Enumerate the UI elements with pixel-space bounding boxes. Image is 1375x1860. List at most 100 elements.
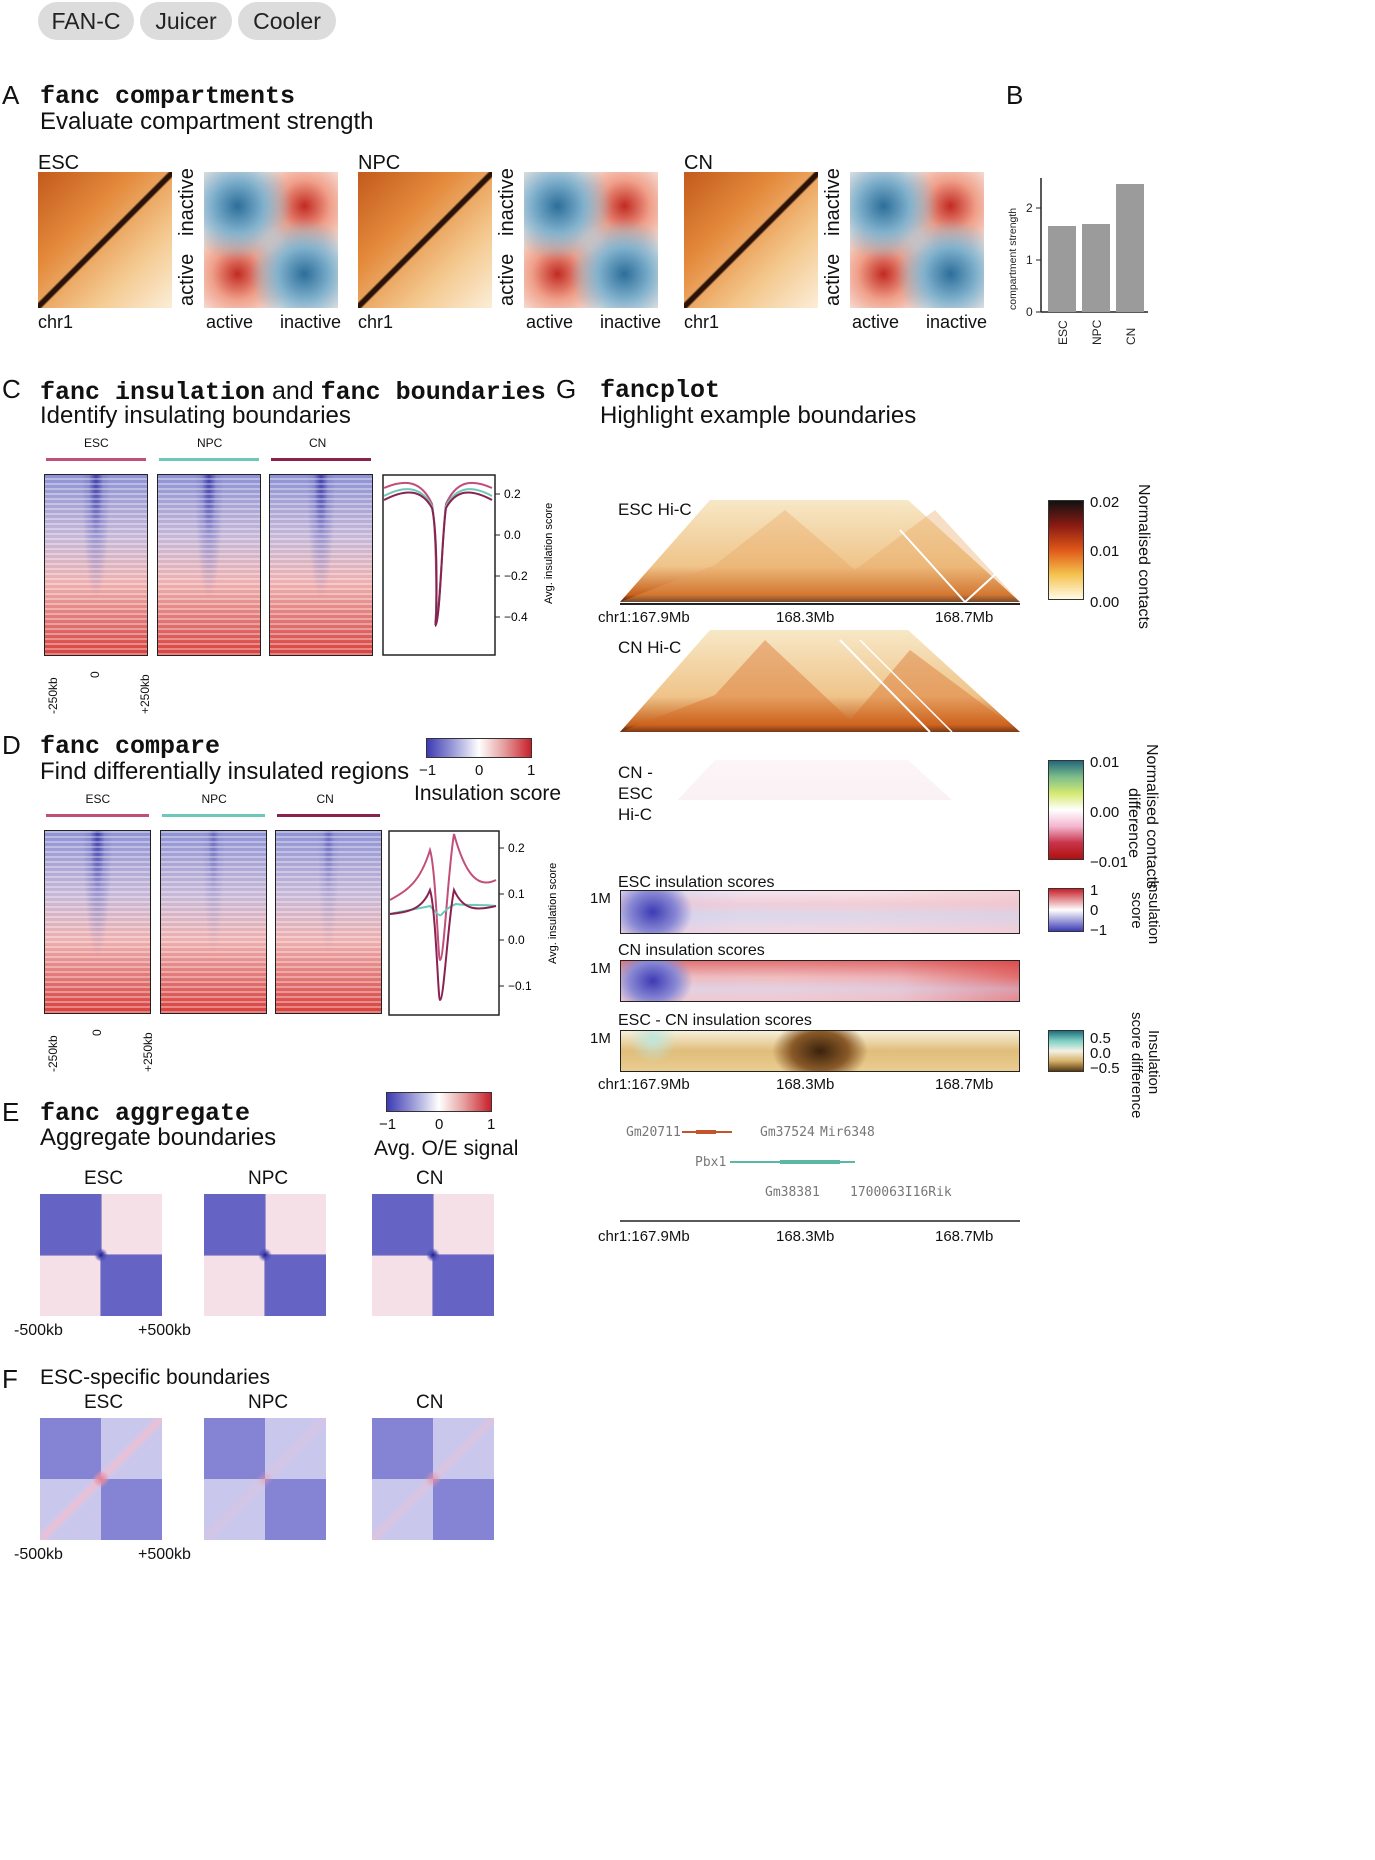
bar-cn <box>1116 184 1144 312</box>
a-chr-label-cn: chr1 <box>684 312 720 332</box>
c-xtick-left: -250kb <box>46 677 60 714</box>
d-cbar-tick-mid: 0 <box>475 762 484 779</box>
diff-hic-triangle <box>677 760 952 800</box>
cb1-label: Normalised contacts <box>1135 484 1152 629</box>
e-cbar-title: Avg. O/E signal <box>374 1137 519 1160</box>
b-xtick-cn: CN <box>1124 328 1138 345</box>
g-xtick-3a: chr1:167.9Mb <box>598 1228 690 1245</box>
a-sample-label-cn: CN <box>684 152 713 174</box>
cb1-tick-bot: 0.00 <box>1090 594 1120 611</box>
g-xtick-3c: 168.7Mb <box>935 1228 994 1245</box>
c-profile-ylabel: Avg. insulation score <box>543 503 555 604</box>
c-profile-ytick-3: −0.4 <box>504 610 528 624</box>
oe-colorbar <box>386 1092 492 1112</box>
e-aggregate-0 <box>40 1194 162 1316</box>
tab-fanc[interactable]: FAN-C <box>38 2 134 40</box>
g-xtick-2b: 168.3Mb <box>776 1076 835 1093</box>
panel-g-subtitle: Highlight example boundaries <box>600 402 917 429</box>
panel-letter-g: G <box>556 374 577 404</box>
d-profile-line-2 <box>389 886 497 1002</box>
oe-heatmap-npc <box>358 172 492 308</box>
a-x-active-esc: active <box>206 312 254 332</box>
insulation-colorbar <box>1048 888 1084 932</box>
g-xtick-1a: chr1:167.9Mb <box>598 609 690 626</box>
c-xtick-mid: 0 <box>88 671 102 678</box>
g-xtick-2c: 168.7Mb <box>935 1076 994 1093</box>
diff-insulation-label: ESC - CN insulation scores <box>618 1012 812 1029</box>
c-sample-bar-1 <box>159 458 259 461</box>
compartment-strength-bar-chart: 2 1 0 compartment strength ESC NPC CN <box>1008 178 1148 345</box>
tab-cooler[interactable]: Cooler <box>238 2 336 40</box>
cb4-tick-bot: −0.5 <box>1090 1060 1120 1077</box>
panel-c-command: fanc insulation and fanc boundaries <box>40 377 546 407</box>
cn-hic-label: CN Hi-C <box>618 638 682 657</box>
cb2-tick-bot: −0.01 <box>1090 854 1128 871</box>
esc-insulation-label: ESC insulation scores <box>618 874 775 891</box>
c-profile-line-1 <box>383 488 493 623</box>
d-stackup-2 <box>275 830 382 1014</box>
panel-letter-c: C <box>2 374 21 404</box>
d-profile-ytick-3: −0.1 <box>508 979 532 993</box>
insulation-diff-colorbar <box>1048 1030 1084 1072</box>
panel-letter-e: E <box>2 1097 20 1127</box>
c-sample-label-2: CN <box>309 436 327 450</box>
c-stackup-2 <box>269 474 373 656</box>
panel-a-subtitle: Evaluate compartment strength <box>40 108 374 135</box>
cb4-label: Insulation score difference <box>1128 1012 1162 1119</box>
a-y-inactive-npc: inactive <box>496 168 518 236</box>
d-profile-line-0 <box>389 833 497 962</box>
d-sample-label-2: CN <box>316 792 334 806</box>
hic-triangles <box>620 500 1020 800</box>
tab-juicer[interactable]: Juicer <box>140 2 232 40</box>
saddle-plot-cn <box>850 172 984 308</box>
d-stackup-0 <box>44 830 151 1014</box>
panel-d-command: fanc compare <box>40 732 221 761</box>
f-agg-label-1: NPC <box>248 1392 289 1413</box>
e-agg-label-1: NPC <box>248 1168 289 1189</box>
a-y-inactive-esc: inactive <box>176 168 198 236</box>
bar-npc <box>1082 224 1110 312</box>
a-x-active-cn: active <box>852 312 900 332</box>
e-cbar-tick-max: 1 <box>487 1116 496 1133</box>
esc-hic-label: ESC Hi-C <box>618 500 692 519</box>
e-xtick-right: +500kb <box>138 1322 191 1339</box>
f-agg-label-0: ESC <box>84 1392 124 1413</box>
cn-insulation-label: CN insulation scores <box>618 942 765 959</box>
panel-e-subtitle: Aggregate boundaries <box>40 1124 277 1151</box>
a-y-active-npc: active <box>496 253 518 306</box>
cb2-label: Normalised contacts difference <box>1125 744 1160 889</box>
cb4-tick-mid: 0.0 <box>1090 1045 1111 1062</box>
e-aggregate-1 <box>204 1194 326 1316</box>
cb3-tick-bot: −1 <box>1090 922 1108 939</box>
e-agg-label-0: ESC <box>84 1168 124 1189</box>
a-x-active-npc: active <box>526 312 574 332</box>
e-agg-label-2: CN <box>416 1168 444 1189</box>
saddle-plot-npc <box>524 172 658 308</box>
insulation-score-colorbar <box>426 738 532 758</box>
cn-hic-triangle <box>620 630 1020 732</box>
d-profile-plot: 0.2 0.1 0.0 −0.1 Avg. insulation score <box>388 830 559 1016</box>
cb3-tick-mid: 0 <box>1090 902 1099 919</box>
g-xtick-3b: 168.3Mb <box>776 1228 835 1245</box>
f-xtick-left: -500kb <box>14 1546 63 1563</box>
d-profile-ytick-2: 0.0 <box>508 933 525 947</box>
d-profile-line-1 <box>389 902 497 917</box>
d-profile-ytick-0: 0.2 <box>508 841 525 855</box>
e-cbar-tick-min: −1 <box>379 1116 397 1133</box>
b-xtick-esc: ESC <box>1056 320 1070 345</box>
gene-gm37524: Gm37524 <box>760 1125 815 1140</box>
saddle-plot-esc <box>204 172 338 308</box>
d-cbar-title: Insulation score <box>414 782 562 805</box>
f-aggregate-1 <box>204 1418 326 1540</box>
cn-track-tick: 1M <box>590 960 611 977</box>
panel-f-subtitle: ESC-specific boundaries <box>40 1366 270 1389</box>
g-xtick-1b: 168.3Mb <box>776 609 835 626</box>
d-profile-ylabel: Avg. insulation score <box>547 863 559 964</box>
d-sample-bar-2 <box>277 814 380 817</box>
diff-hic-label: CN - ESC Hi-C <box>618 763 653 824</box>
oe-heatmap-cn <box>684 172 818 308</box>
gene-gm20711: Gm20711 <box>626 1125 681 1140</box>
cb2-tick-mid: 0.00 <box>1090 804 1120 821</box>
d-xtick-left: -250kb <box>46 1035 60 1072</box>
cb2-tick-top: 0.01 <box>1090 754 1120 771</box>
